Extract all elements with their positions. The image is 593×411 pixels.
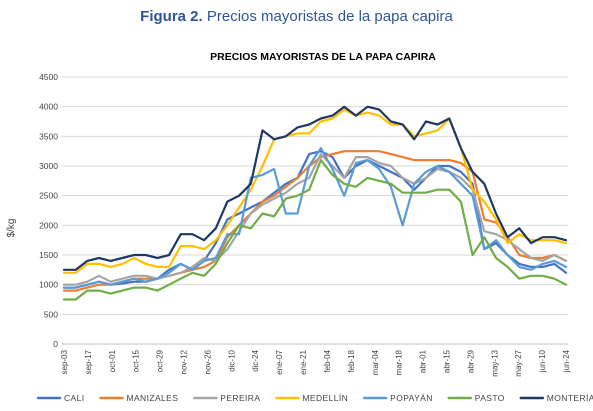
figure-caption: Figura 2. Precios mayoristas de la papa … [0, 8, 593, 25]
y-tick-label: 3000 [39, 161, 58, 171]
legend-label: MONTERÍA [547, 393, 593, 403]
x-tick-label: abr-29 [466, 349, 475, 373]
x-tick-label: oct-15 [132, 349, 141, 372]
legend-label: MANIZALES [127, 393, 179, 403]
legend-label: CALI [64, 393, 85, 403]
y-tick-label: 2500 [39, 191, 58, 201]
figure-number: Figura 2. [140, 8, 203, 25]
x-tick-label: sep-03 [60, 349, 69, 374]
series-line-popayán [62, 147, 568, 289]
legend: CALI MANIZALES PEREIRA MEDELLÍN POPAYÁN PASTO… [36, 393, 593, 403]
y-tick-label: 4500 [39, 72, 58, 82]
y-tick-label: 2000 [39, 220, 58, 230]
x-tick-label: mar-04 [371, 349, 380, 375]
series-lines [62, 105, 568, 301]
y-axis-label: $/kg [6, 219, 17, 238]
x-axis-ticks: sep-03 sep-17 oct-01 oct-15 oct-29 nov-12 nov-… [60, 349, 571, 376]
x-tick-label: ene-07 [275, 349, 284, 374]
x-tick-label: abr-01 [419, 349, 428, 373]
x-tick-label: oct-01 [108, 349, 117, 372]
y-tick-label: 3500 [39, 131, 58, 141]
legend-label: PASTO [475, 393, 505, 403]
x-tick-label: dic-10 [227, 349, 236, 371]
x-tick-label: feb-04 [323, 349, 332, 372]
x-tick-label: may-13 [490, 349, 499, 376]
y-tick-label: 500 [44, 309, 58, 319]
series-line-medellín [62, 108, 568, 274]
series-line-pereira [62, 153, 568, 286]
x-tick-label: nov-26 [203, 349, 212, 374]
x-tick-label: oct-29 [156, 349, 165, 372]
y-tick-label: 1500 [39, 250, 58, 260]
series-line-montería [62, 105, 568, 271]
figure-caption-text: Precios mayoristas de la papa capira [206, 8, 453, 25]
legend-label: MEDELLÍN [302, 393, 348, 403]
y-axis-ticks: 0 500 1000 1500 2000 2500 3000 3500 4000 4500 [39, 72, 58, 349]
series-line-pasto [62, 159, 568, 301]
x-tick-label: ene-21 [299, 349, 308, 374]
y-tick-label: 4000 [39, 102, 58, 112]
legend-label: POPAYÁN [390, 393, 433, 403]
gridlines [62, 76, 568, 345]
series-line-manizales [62, 150, 568, 292]
x-tick-label: nov-12 [180, 349, 189, 374]
x-tick-label: may-27 [514, 349, 523, 376]
x-tick-label: abr-15 [443, 349, 452, 373]
y-tick-label: 0 [53, 339, 58, 349]
legend-label: PEREIRA [220, 393, 260, 403]
x-tick-label: feb-18 [347, 349, 356, 372]
x-tick-label: dic-24 [251, 349, 260, 371]
chart-title: PRECIOS MAYORISTAS DE LA PAPA CAPIRA [210, 51, 436, 63]
x-tick-label: sep-17 [84, 349, 93, 374]
y-tick-label: 1000 [39, 280, 58, 290]
x-tick-label: mar-18 [395, 349, 404, 375]
series-line-cali [62, 150, 568, 289]
x-tick-label: jun-24 [562, 349, 571, 373]
x-tick-label: jun-10 [538, 349, 547, 373]
